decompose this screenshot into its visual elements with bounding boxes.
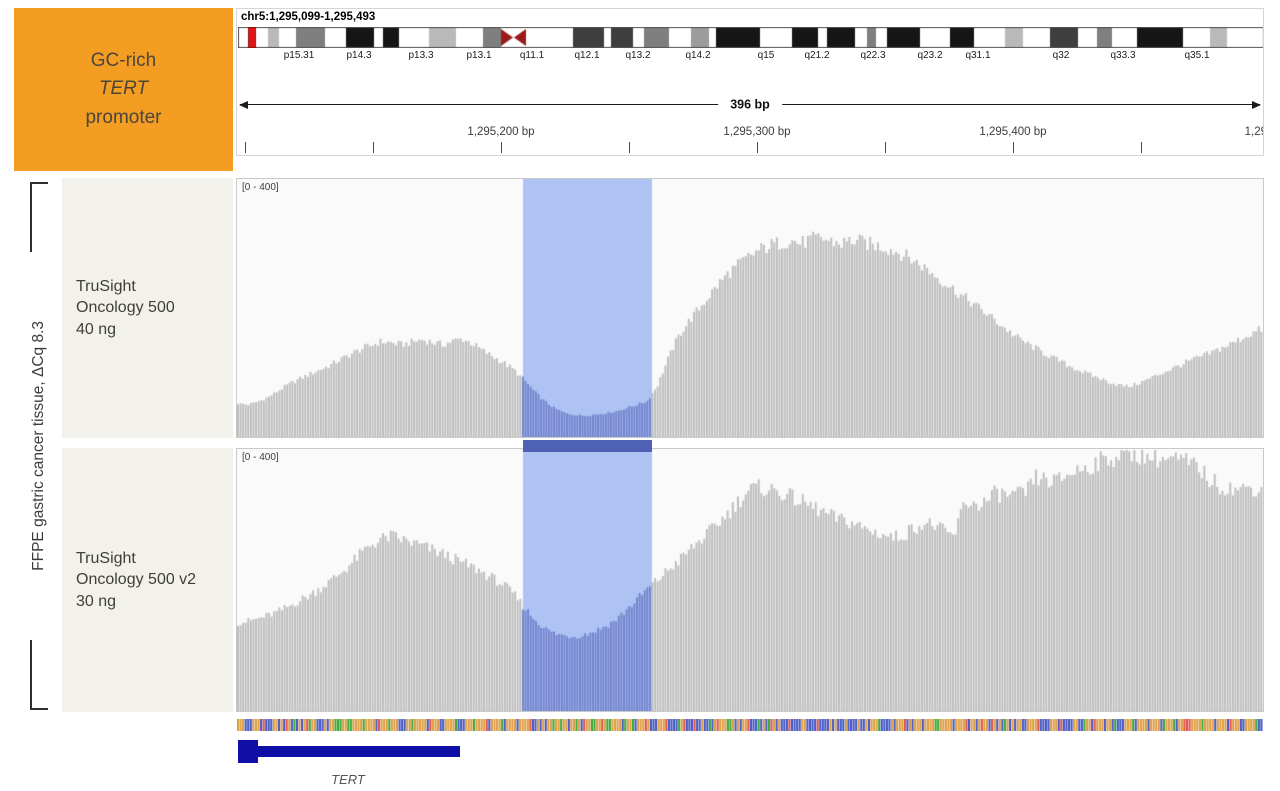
ruler-tick [629, 142, 630, 153]
position-label-clipped: 1,29 [1244, 126, 1263, 138]
track1-label-line: 40 ng [76, 320, 117, 338]
ruler-tick [373, 142, 374, 153]
cytoband-label: p15.31 [283, 50, 315, 61]
ruler-tick [1141, 142, 1142, 153]
region-annotation-box: GC-rich TERT promoter [14, 8, 233, 171]
coverage-canvas-track1[interactable] [237, 179, 1263, 437]
cytoband-labels: p15.31 p14.3 p13.3 p13.1 q11.1 q12.1 q13.2 q14.… [237, 50, 1263, 63]
track2-range-label: [0 - 400] [242, 452, 279, 463]
cytoband-label: p14.3 [346, 50, 372, 61]
track1-label-line: TruSight [76, 277, 136, 295]
coverage-canvas-track2[interactable] [237, 449, 1263, 711]
span-length-label: 396 bp [718, 97, 782, 112]
ruler-ticks[interactable] [237, 142, 1263, 154]
sample-bracket-bottom [30, 640, 48, 710]
chromosome-ideogram[interactable] [238, 27, 1263, 48]
sequence-track[interactable] [237, 719, 1263, 731]
gene-exon-box [238, 740, 258, 763]
coverage-track-2[interactable]: [0 - 400] [236, 448, 1264, 712]
cytoband-label: p13.3 [408, 50, 434, 61]
cytoband-label: q14.2 [685, 50, 711, 61]
position-label: 1,295,200 bp [467, 126, 535, 138]
cytoband-label: p13.1 [466, 50, 492, 61]
cytoband-label: q33.3 [1110, 50, 1136, 61]
annotation-line-1: GC-rich [90, 49, 157, 71]
position-labels: 1,295,200 bp 1,295,300 bp 1,295,400 bp 1,29 [237, 126, 1263, 140]
cytoband-label: q13.2 [625, 50, 651, 61]
track2-label-line: 30 ng [76, 592, 117, 610]
genome-ruler-header[interactable]: chr5:1,295,099-1,295,493 p15.31 p14.3 p13.… [236, 8, 1264, 156]
gene-name-label: TERT [331, 772, 365, 787]
igv-view: chr5:1,295,099-1,295,493 p15.31 p14.3 p13.… [236, 8, 1264, 790]
annotation-line-2: TERT [98, 78, 149, 100]
span-arrowhead-right [1252, 100, 1261, 109]
cytoband-label: q35.1 [1184, 50, 1210, 61]
cytoband-label: q15 [757, 50, 775, 61]
highlight-gap-band [523, 440, 652, 452]
sample-axis-label: FFPE gastric cancer tissue, ΔCq 8.3 [30, 321, 47, 571]
cytoband-label: q31.1 [965, 50, 991, 61]
ruler-tick [245, 142, 246, 153]
span-arrowhead-left [239, 100, 248, 109]
cytoband-label: q11.1 [519, 50, 545, 61]
sample-bracket-top [30, 182, 48, 252]
gene-body-bar [257, 746, 460, 757]
cytoband-label: q21.2 [804, 50, 830, 61]
annotation-line-3: promoter [85, 106, 162, 128]
track-label-box-1: TruSight Oncology 500 40 ng [62, 178, 233, 438]
coverage-track-1[interactable]: [0 - 400] [236, 178, 1264, 438]
cytoband-label: q32 [1052, 50, 1070, 61]
track1-label-line: Oncology 500 [76, 299, 175, 317]
track2-label-line: Oncology 500 v2 [76, 571, 197, 589]
ruler-tick [757, 142, 758, 153]
ruler-tick [501, 142, 502, 153]
ruler-tick [885, 142, 886, 153]
ruler-tick [1013, 142, 1014, 153]
track-label-box-2: TruSight Oncology 500 v2 30 ng [62, 448, 233, 712]
position-label: 1,295,300 bp [723, 126, 791, 138]
position-label: 1,295,400 bp [979, 126, 1047, 138]
track1-range-label: [0 - 400] [242, 182, 279, 193]
cytoband-label: q22.3 [860, 50, 886, 61]
cytoband-label: q12.1 [574, 50, 600, 61]
locus-text: chr5:1,295,099-1,295,493 [241, 11, 376, 23]
track2-label-line: TruSight [76, 549, 136, 567]
cytoband-label: q23.2 [917, 50, 943, 61]
